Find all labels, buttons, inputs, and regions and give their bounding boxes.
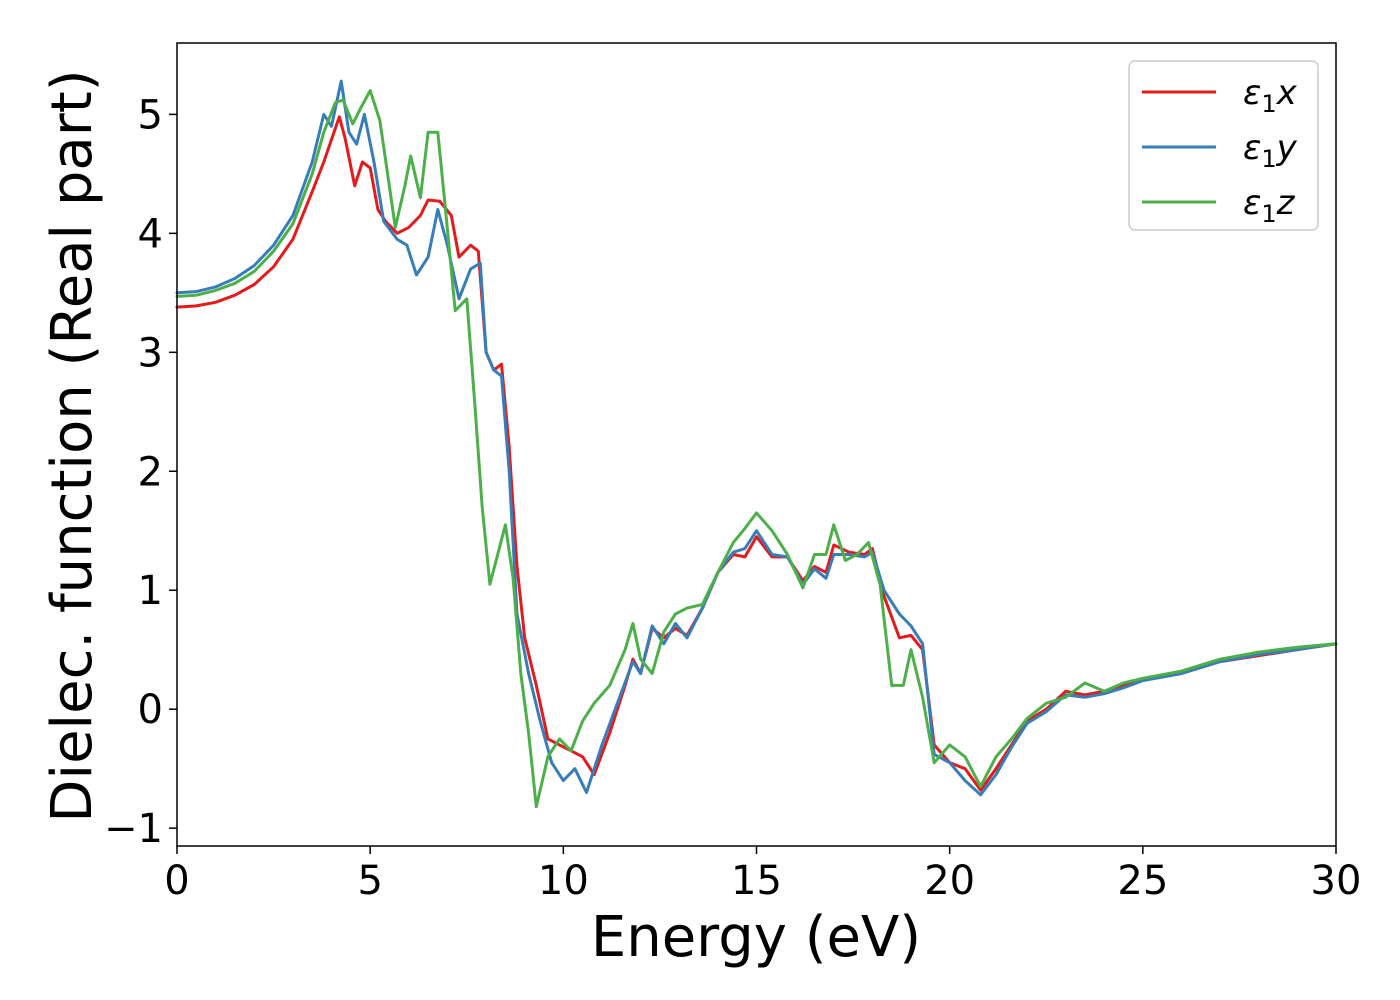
legend-label-y: ε1y (1243, 128, 1298, 173)
legend-axis: z (1276, 183, 1296, 223)
y-tick-label: 0 (138, 687, 163, 733)
legend-label-x: ε1x (1243, 73, 1298, 118)
legend-symbol: ε (1243, 128, 1261, 168)
legend-subscript: 1 (1261, 145, 1276, 173)
x-tick-label: 5 (357, 858, 382, 904)
series-line-y (175, 79, 1338, 797)
x-tick-label: 20 (924, 858, 975, 904)
x-tick-label: 25 (1117, 858, 1168, 904)
x-tick-label: 10 (538, 858, 589, 904)
legend-symbol: ε (1243, 183, 1261, 223)
y-tick-label: 5 (138, 92, 163, 138)
legend-box (1128, 60, 1319, 231)
x-tick-label: 15 (731, 858, 782, 904)
y-tick-label: 3 (138, 330, 163, 376)
series-line-z (175, 89, 1338, 809)
y-axis-label: Dielec. function (Real part) (40, 69, 105, 822)
y-tick-label: 1 (138, 568, 163, 614)
legend-symbol: ε (1243, 73, 1261, 113)
x-tick-label: 30 (1311, 858, 1362, 904)
legend-label-z: ε1z (1243, 183, 1296, 228)
legend-axis: x (1276, 73, 1298, 113)
legend-subscript: 1 (1261, 90, 1276, 118)
x-axis-ticks: 0 5 10 15 20 25 30 (164, 846, 1361, 904)
y-tick-label: −1 (104, 806, 163, 852)
legend-subscript: 1 (1261, 200, 1276, 228)
y-tick-label: 4 (138, 211, 163, 257)
y-axis-ticks: −1 0 1 2 3 4 5 (104, 92, 177, 852)
x-tick-label: 0 (164, 858, 189, 904)
y-tick-label: 2 (138, 449, 163, 495)
series-layer (175, 79, 1338, 809)
legend-axis: y (1276, 128, 1298, 168)
x-axis-label: Energy (eV) (591, 905, 921, 970)
